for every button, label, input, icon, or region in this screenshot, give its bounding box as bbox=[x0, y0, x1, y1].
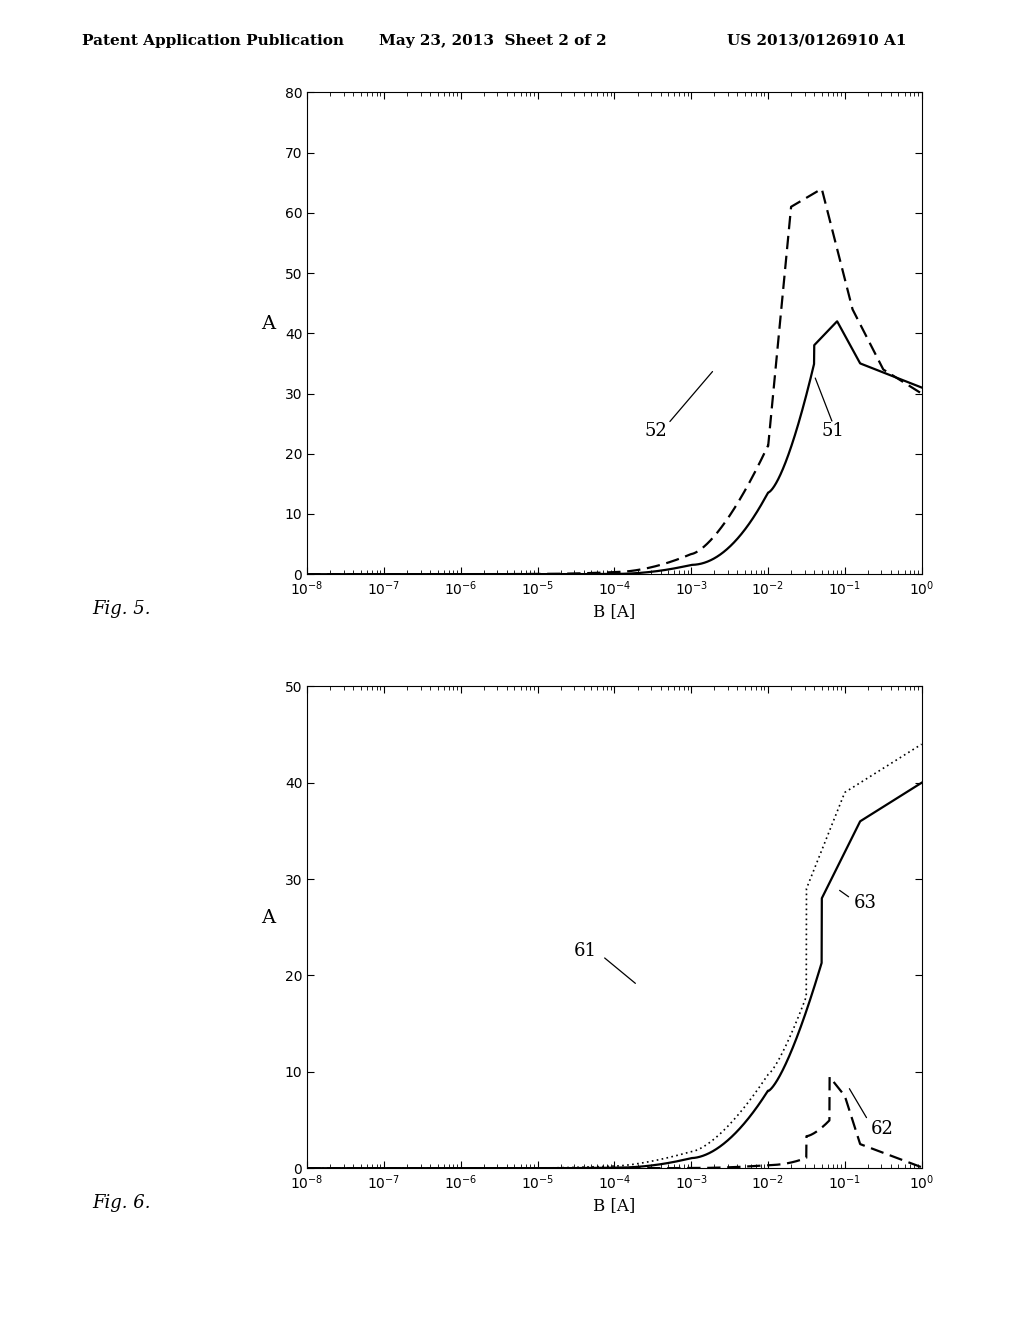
Text: US 2013/0126910 A1: US 2013/0126910 A1 bbox=[727, 34, 906, 48]
Text: 61: 61 bbox=[574, 942, 597, 960]
Text: 51: 51 bbox=[821, 421, 845, 440]
X-axis label: B [A]: B [A] bbox=[593, 1197, 636, 1214]
Y-axis label: A: A bbox=[261, 315, 275, 334]
X-axis label: B [A]: B [A] bbox=[593, 603, 636, 620]
Y-axis label: A: A bbox=[261, 909, 275, 927]
Text: Patent Application Publication: Patent Application Publication bbox=[82, 34, 344, 48]
Text: Fig. 5.: Fig. 5. bbox=[92, 599, 151, 618]
Text: Fig. 6.: Fig. 6. bbox=[92, 1193, 151, 1212]
Text: 63: 63 bbox=[854, 894, 877, 912]
Text: 62: 62 bbox=[871, 1121, 894, 1138]
Text: May 23, 2013  Sheet 2 of 2: May 23, 2013 Sheet 2 of 2 bbox=[379, 34, 606, 48]
Text: 52: 52 bbox=[645, 421, 668, 440]
